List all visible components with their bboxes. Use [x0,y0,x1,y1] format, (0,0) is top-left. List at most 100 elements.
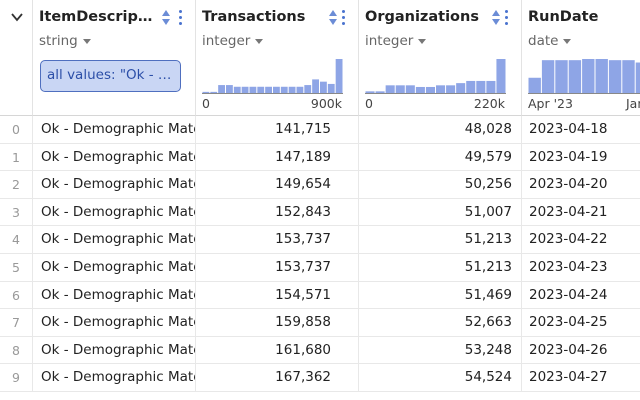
cell-itemdescription[interactable]: Ok - Demographic Match [33,143,196,171]
column-type-selector[interactable]: integer [202,33,264,49]
table-row[interactable]: 1 Ok - Demographic Match 147,189 49,579 2023… [0,143,640,172]
table-row[interactable]: 9 Ok - Demographic Match 167,362 54,524 2023… [0,364,640,392]
histogram-bar[interactable] [296,86,304,93]
column-menu-icon[interactable] [341,9,347,27]
cell-rundate[interactable]: 2023-04-23 [529,259,608,275]
cell-organizations[interactable]: 51,213 [359,226,522,253]
histogram-bar[interactable] [476,80,486,93]
histogram-bar[interactable] [595,59,608,93]
cell-organizations[interactable]: 51,469 [359,281,522,309]
histogram[interactable] [365,56,506,94]
cell-organizations[interactable]: 53,248 [359,336,522,364]
column-name[interactable]: ItemDescription [39,9,157,25]
histogram-bar[interactable] [249,86,257,93]
table-row[interactable]: 8 Ok - Demographic Match 161,680 53,248 2023… [0,336,640,365]
column-type-selector[interactable]: date [528,33,572,49]
histogram-bar[interactable] [496,59,506,93]
histogram-bar[interactable] [415,86,425,93]
histogram-bar[interactable] [466,80,476,93]
histogram-bar[interactable] [257,86,265,93]
cell-organizations[interactable]: 48,028 [359,116,522,143]
histogram-bar[interactable] [365,91,375,93]
column-type-selector[interactable]: integer [365,33,427,49]
cell-organizations[interactable]: 51,007 [359,198,522,226]
cell-organizations[interactable]: 50,256 [359,171,522,198]
cell-organizations[interactable]: 51,213 [359,254,522,281]
column-header-organizations[interactable]: Organizations integer 0 220k [359,0,522,116]
histogram-bar[interactable] [555,60,568,93]
chevron-down-icon[interactable] [10,10,24,24]
cell-rundate[interactable]: 2023-04-19 [529,148,608,165]
histogram-bar[interactable] [635,62,640,93]
histogram-bar[interactable] [582,59,595,93]
column-menu-icon[interactable] [178,9,184,27]
cell-transactions[interactable]: 159,858 [196,309,359,336]
sort-icon[interactable] [328,10,338,26]
cell-itemdescription[interactable]: Ok - Demographic Match [33,116,196,143]
histogram-bar[interactable] [375,91,385,93]
cell-rundate[interactable]: 2023-04-24 [529,286,608,303]
histogram-bar[interactable] [226,85,233,93]
cell-transactions[interactable]: 149,654 [196,171,359,198]
column-header-itemdescription[interactable]: ItemDescription string all values: "Ok -… [33,0,196,116]
histogram-bar[interactable] [288,86,296,93]
cell-transactions[interactable]: 153,737 [196,226,359,253]
histogram[interactable] [528,56,640,94]
cell-itemdescription[interactable]: Ok - Demographic Match [33,281,196,309]
cell-rundate[interactable]: 2023-04-26 [529,341,608,358]
histogram-bar[interactable] [335,59,343,93]
histogram-bar[interactable] [568,60,582,93]
histogram-bar[interactable] [622,60,635,93]
column-name[interactable]: RunDate [528,9,599,25]
filter-pill[interactable]: all values: "Ok - Demographic Match" [40,60,181,92]
cell-rundate[interactable]: 2023-04-25 [529,314,608,331]
histogram-bar[interactable] [528,77,541,93]
histogram-bar[interactable] [202,91,210,93]
table-row[interactable]: 5 Ok - Demographic Match 153,737 51,213 2023… [0,254,640,282]
cell-itemdescription[interactable]: Ok - Demographic Match [33,309,196,336]
cell-transactions[interactable]: 152,843 [196,198,359,226]
histogram-bar[interactable] [273,86,280,93]
cell-itemdescription[interactable]: Ok - Demographic Match [33,336,196,364]
cell-rundate[interactable]: 2023-04-20 [529,176,608,193]
histogram-bar[interactable] [456,83,466,93]
cell-organizations[interactable]: 52,663 [359,309,522,336]
histogram-bar[interactable] [233,86,241,93]
cell-transactions[interactable]: 161,680 [196,336,359,364]
histogram[interactable] [202,56,343,94]
histogram-bar[interactable] [304,85,312,93]
histogram-bar[interactable] [385,85,395,93]
histogram-bar[interactable] [436,85,446,93]
cell-itemdescription[interactable]: Ok - Demographic Match [33,364,196,391]
sort-icon[interactable] [161,10,171,26]
histogram-bar[interactable] [541,60,555,93]
histogram-bar[interactable] [327,83,335,93]
cell-transactions[interactable]: 154,571 [196,281,359,309]
column-header-rundate[interactable]: RunDate date Apr '23 Jan [522,0,640,116]
cell-organizations[interactable]: 49,579 [359,143,522,171]
histogram-bar[interactable] [312,79,319,93]
cell-transactions[interactable]: 141,715 [196,116,359,143]
cell-organizations[interactable]: 54,524 [359,364,522,391]
cell-transactions[interactable]: 167,362 [196,364,359,391]
table-row[interactable]: 6 Ok - Demographic Match 154,571 51,469 2023… [0,281,640,310]
cell-transactions[interactable]: 153,737 [196,254,359,281]
sort-icon[interactable] [491,10,501,26]
histogram-bar[interactable] [265,86,272,93]
cell-itemdescription[interactable]: Ok - Demographic Match [33,254,196,281]
cell-itemdescription[interactable]: Ok - Demographic Match [33,171,196,198]
table-row[interactable]: 0 Ok - Demographic Match 141,715 48,028 2023… [0,116,640,144]
cell-rundate[interactable]: 2023-04-21 [529,203,608,220]
cell-rundate[interactable]: 2023-04-22 [529,231,608,248]
table-row[interactable]: 2 Ok - Demographic Match 149,654 50,256 2023… [0,171,640,199]
cell-transactions[interactable]: 147,189 [196,143,359,171]
cell-rundate[interactable]: 2023-04-18 [529,121,608,137]
cell-itemdescription[interactable]: Ok - Demographic Match [33,198,196,226]
histogram-bar[interactable] [210,91,218,93]
histogram-bar[interactable] [608,60,622,93]
table-row[interactable]: 4 Ok - Demographic Match 153,737 51,213 2023… [0,226,640,254]
histogram-bar[interactable] [425,86,435,93]
histogram-bar[interactable] [241,86,249,93]
cell-rundate[interactable]: 2023-04-27 [529,369,608,386]
column-menu-icon[interactable] [504,9,510,27]
